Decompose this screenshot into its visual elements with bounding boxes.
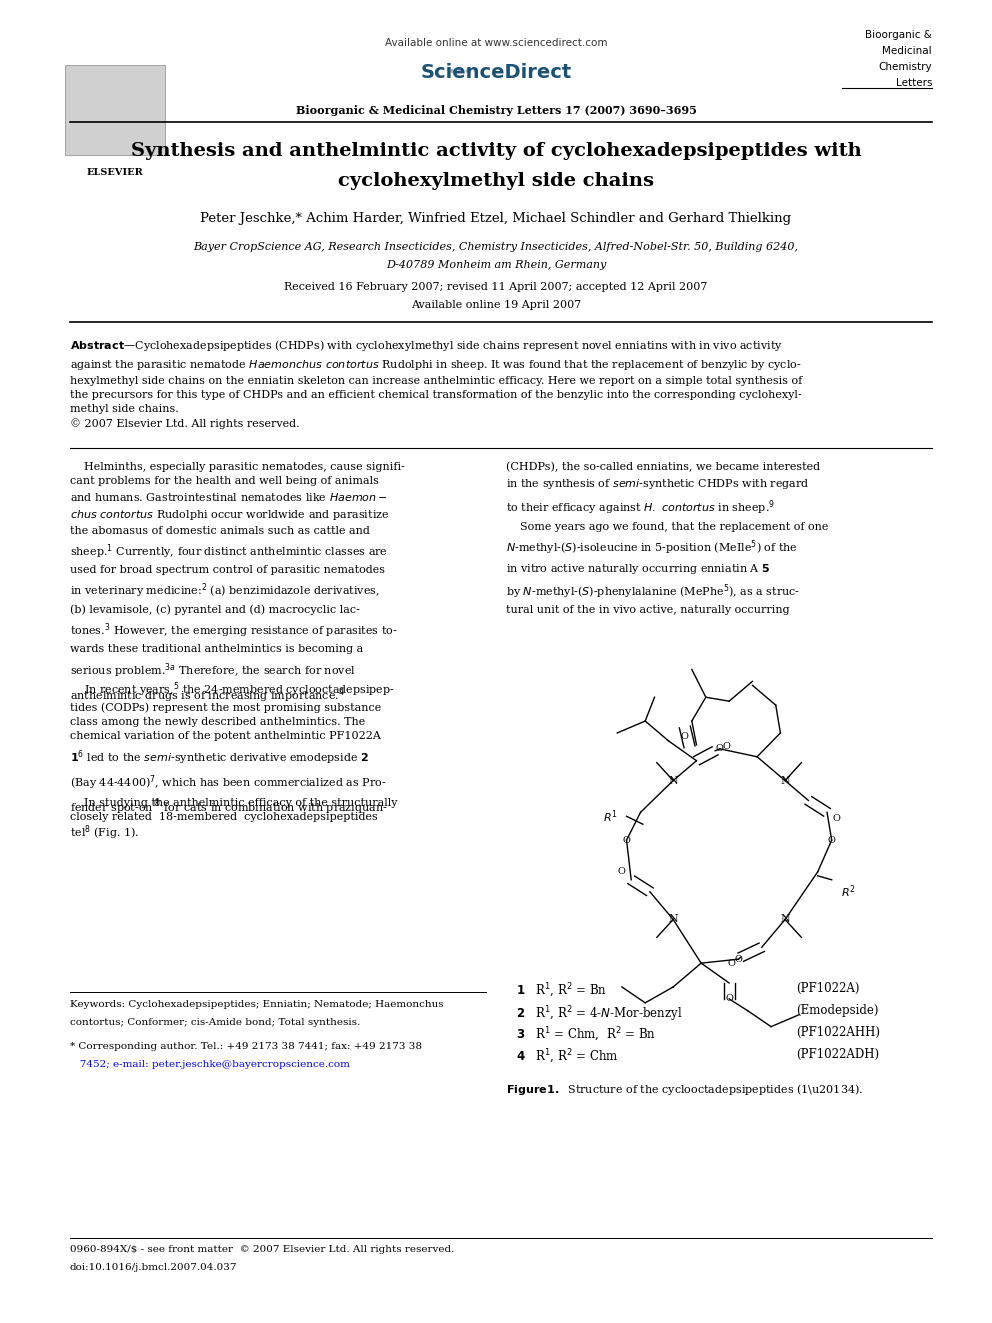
Text: O: O [725, 995, 733, 1003]
Text: 0960-894X/$ - see front matter  © 2007 Elsevier Ltd. All rights reserved.: 0960-894X/$ - see front matter © 2007 El… [70, 1245, 454, 1254]
Text: N: N [669, 914, 679, 925]
Text: O: O [716, 745, 724, 753]
FancyBboxPatch shape [65, 65, 165, 155]
Text: $\bf{1}$   R$^1$, R$^2$ = Bn: $\bf{1}$ R$^1$, R$^2$ = Bn [516, 982, 607, 1000]
Text: Synthesis and anthelmintic activity of cyclohexadepsipeptides with: Synthesis and anthelmintic activity of c… [131, 142, 861, 160]
Text: doi:10.1016/j.bmcl.2007.04.037: doi:10.1016/j.bmcl.2007.04.037 [70, 1263, 237, 1271]
Text: Bioorganic & Medicinal Chemistry Letters 17 (2007) 3690–3695: Bioorganic & Medicinal Chemistry Letters… [296, 105, 696, 116]
Text: Available online at www.sciencedirect.com: Available online at www.sciencedirect.co… [385, 38, 607, 48]
Text: 7452; e-mail: peter.jeschke@bayercropscience.com: 7452; e-mail: peter.jeschke@bayercropsci… [70, 1060, 350, 1069]
Text: O: O [623, 836, 631, 844]
Text: (PF1022A): (PF1022A) [796, 982, 859, 995]
Text: Received 16 February 2007; revised 11 April 2007; accepted 12 April 2007: Received 16 February 2007; revised 11 Ap… [285, 282, 707, 292]
Text: O: O [727, 959, 735, 967]
Text: $\bf{3}$   R$^1$ = Chm,  R$^2$ = Bn: $\bf{3}$ R$^1$ = Chm, R$^2$ = Bn [516, 1027, 656, 1044]
Text: $\bf{Figure 1.}$  Structure of the cyclooctadepsipeptides (1\u20134).: $\bf{Figure 1.}$ Structure of the cycloo… [506, 1082, 863, 1097]
Text: ScienceDirect: ScienceDirect [421, 62, 571, 82]
Text: * Corresponding author. Tel.: +49 2173 38 7441; fax: +49 2173 38: * Corresponding author. Tel.: +49 2173 3… [70, 1043, 422, 1050]
Text: Peter Jeschke,* Achim Harder, Winfried Etzel, Michael Schindler and Gerhard Thie: Peter Jeschke,* Achim Harder, Winfried E… [200, 212, 792, 225]
Text: Helminths, especially parasitic nematodes, cause signifi-
cant problems for the : Helminths, especially parasitic nematode… [70, 462, 405, 705]
Text: $\bf{Abstract}$—Cyclohexadepsipeptides (CHDPs) with cyclohexylmethyl side chains: $\bf{Abstract}$—Cyclohexadepsipeptides (… [70, 337, 803, 429]
Text: cyclohexylmethyl side chains: cyclohexylmethyl side chains [338, 172, 654, 191]
Text: $R^1$: $R^1$ [603, 808, 618, 824]
Text: In recent years,$^5$ the 24-membered cyclooctadepsipep-
tides (CODPs) represent : In recent years,$^5$ the 24-membered cyc… [70, 680, 395, 841]
Text: Available online 19 April 2007: Available online 19 April 2007 [411, 300, 581, 310]
Text: Some years ago we found, that the replacement of one
$N$-methyl-($S$)-isoleucine: Some years ago we found, that the replac… [506, 523, 828, 615]
Text: O: O [618, 868, 626, 876]
Text: O: O [832, 814, 840, 823]
Text: Chemistry: Chemistry [878, 62, 932, 71]
Text: N: N [669, 775, 679, 786]
Text: ELSEVIER: ELSEVIER [86, 168, 144, 177]
Text: In studying the anthelmintic efficacy of the structurally
closely related  18-me: In studying the anthelmintic efficacy of… [70, 798, 398, 822]
Text: D-40789 Monheim am Rhein, Germany: D-40789 Monheim am Rhein, Germany [386, 261, 606, 270]
Text: O: O [723, 742, 731, 751]
Text: O: O [681, 733, 688, 741]
Text: O: O [827, 836, 835, 844]
Text: (PF1022AHH): (PF1022AHH) [796, 1027, 880, 1039]
Text: Bayer CropScience AG, Research Insecticides, Chemistry Insecticides, Alfred-Nobe: Bayer CropScience AG, Research Insectici… [193, 242, 799, 251]
Text: ••••: •••• [448, 65, 481, 79]
Text: N: N [780, 775, 790, 786]
Text: N: N [780, 914, 790, 925]
Text: (CHDPs), the so-called enniatins, we became interested
in the synthesis of $\it{: (CHDPs), the so-called enniatins, we bec… [506, 462, 820, 516]
Text: Medicinal: Medicinal [882, 46, 932, 56]
Text: Bioorganic &: Bioorganic & [865, 30, 932, 40]
Text: contortus; Conformer; cis-Amide bond; Total synthesis.: contortus; Conformer; cis-Amide bond; To… [70, 1017, 360, 1027]
Text: Keywords: Cyclohexadepsipeptides; Enniatin; Nematode; Haemonchus: Keywords: Cyclohexadepsipeptides; Enniat… [70, 1000, 443, 1009]
Text: $\bf{2}$   R$^1$, R$^2$ = 4-$N$-Mor-benzyl: $\bf{2}$ R$^1$, R$^2$ = 4-$N$-Mor-benzyl [516, 1004, 682, 1024]
Text: Letters: Letters [896, 78, 932, 89]
Text: $R^2$: $R^2$ [840, 884, 855, 900]
Text: $\bf{4}$   R$^1$, R$^2$ = Chm: $\bf{4}$ R$^1$, R$^2$ = Chm [516, 1048, 619, 1066]
Text: (PF1022ADH): (PF1022ADH) [796, 1048, 879, 1061]
Text: O: O [734, 955, 742, 963]
Text: (Emodepside): (Emodepside) [796, 1004, 879, 1017]
